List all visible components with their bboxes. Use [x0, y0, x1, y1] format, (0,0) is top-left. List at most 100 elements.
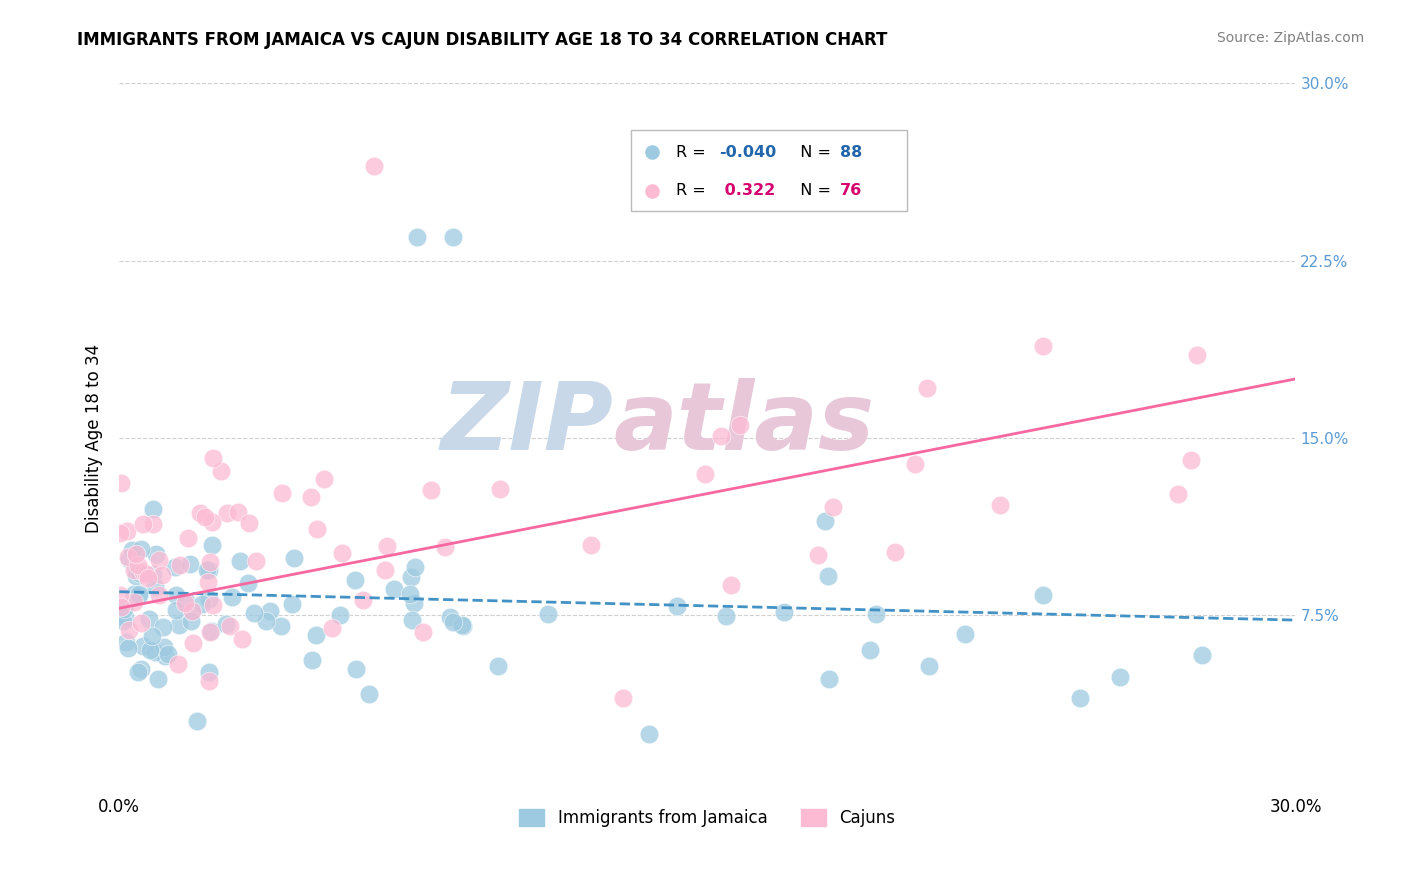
Point	[136, 570, 159, 584]
Point	[404, 595, 426, 609]
Point	[412, 625, 434, 640]
Point	[125, 547, 148, 561]
Point	[359, 687, 381, 701]
Point	[148, 553, 170, 567]
Point	[143, 580, 166, 594]
Point	[451, 618, 474, 632]
Point	[174, 596, 197, 610]
Point	[177, 531, 200, 545]
Point	[128, 586, 150, 600]
Point	[352, 592, 374, 607]
Point	[129, 615, 152, 630]
Text: N =: N =	[790, 183, 835, 198]
Point	[110, 475, 132, 490]
Point	[117, 641, 139, 656]
Point	[321, 621, 343, 635]
Point	[110, 599, 132, 614]
Point	[330, 546, 353, 560]
Point	[115, 635, 138, 649]
Point	[112, 602, 135, 616]
Point	[138, 612, 160, 626]
Point	[305, 628, 328, 642]
Point	[121, 542, 143, 557]
Point	[201, 538, 224, 552]
Point	[195, 563, 218, 577]
Point	[382, 582, 405, 596]
Point	[198, 665, 221, 680]
Point	[180, 614, 202, 628]
Point	[374, 563, 396, 577]
Point	[125, 563, 148, 577]
Point	[441, 230, 464, 244]
Point	[254, 614, 277, 628]
Point	[122, 587, 145, 601]
Point	[197, 673, 219, 688]
Point	[165, 603, 187, 617]
Point	[299, 490, 322, 504]
Point	[918, 659, 941, 673]
Point	[344, 662, 367, 676]
Point	[271, 486, 294, 500]
Point	[142, 567, 165, 582]
Point	[439, 610, 461, 624]
FancyBboxPatch shape	[631, 129, 907, 211]
Point	[188, 507, 211, 521]
Point	[807, 549, 830, 563]
Point	[312, 472, 335, 486]
Point	[201, 515, 224, 529]
Point	[904, 457, 927, 471]
Point	[818, 673, 841, 687]
Point	[773, 605, 796, 619]
Point	[343, 573, 366, 587]
Point	[1180, 452, 1202, 467]
Point	[180, 604, 202, 618]
Point	[419, 483, 441, 498]
Point	[194, 509, 217, 524]
Point	[865, 607, 887, 621]
Point	[153, 640, 176, 655]
Point	[363, 159, 385, 173]
Point	[202, 450, 225, 465]
Legend: Immigrants from Jamaica, Cajuns: Immigrants from Jamaica, Cajuns	[513, 803, 901, 834]
Point	[221, 591, 243, 605]
Point	[169, 558, 191, 572]
Point	[1032, 588, 1054, 602]
Point	[128, 589, 150, 603]
Point	[406, 230, 429, 244]
Point	[399, 586, 422, 600]
Point	[665, 599, 688, 613]
Point	[131, 640, 153, 654]
Point	[637, 726, 659, 740]
Point	[125, 569, 148, 583]
Point	[714, 608, 737, 623]
Point	[112, 600, 135, 615]
Point	[823, 500, 845, 514]
Point	[152, 620, 174, 634]
Text: R =: R =	[676, 145, 710, 160]
Point	[1166, 487, 1188, 501]
Point	[167, 618, 190, 632]
Point	[146, 673, 169, 687]
Point	[215, 616, 238, 631]
Point	[143, 645, 166, 659]
Point	[128, 566, 150, 580]
Point	[148, 588, 170, 602]
Point	[127, 665, 149, 679]
Point	[131, 565, 153, 579]
Point	[988, 498, 1011, 512]
Point	[117, 550, 139, 565]
Point	[156, 647, 179, 661]
Point	[884, 545, 907, 559]
Point	[129, 662, 152, 676]
Point	[1206, 64, 1229, 78]
Point	[229, 554, 252, 568]
Point	[728, 418, 751, 433]
Point	[1191, 648, 1213, 662]
Point	[231, 632, 253, 646]
Point	[305, 522, 328, 536]
Point	[1032, 339, 1054, 353]
Point	[676, 147, 699, 161]
Point	[218, 619, 240, 633]
Point	[200, 554, 222, 568]
Y-axis label: Disability Age 18 to 34: Disability Age 18 to 34	[86, 343, 103, 533]
